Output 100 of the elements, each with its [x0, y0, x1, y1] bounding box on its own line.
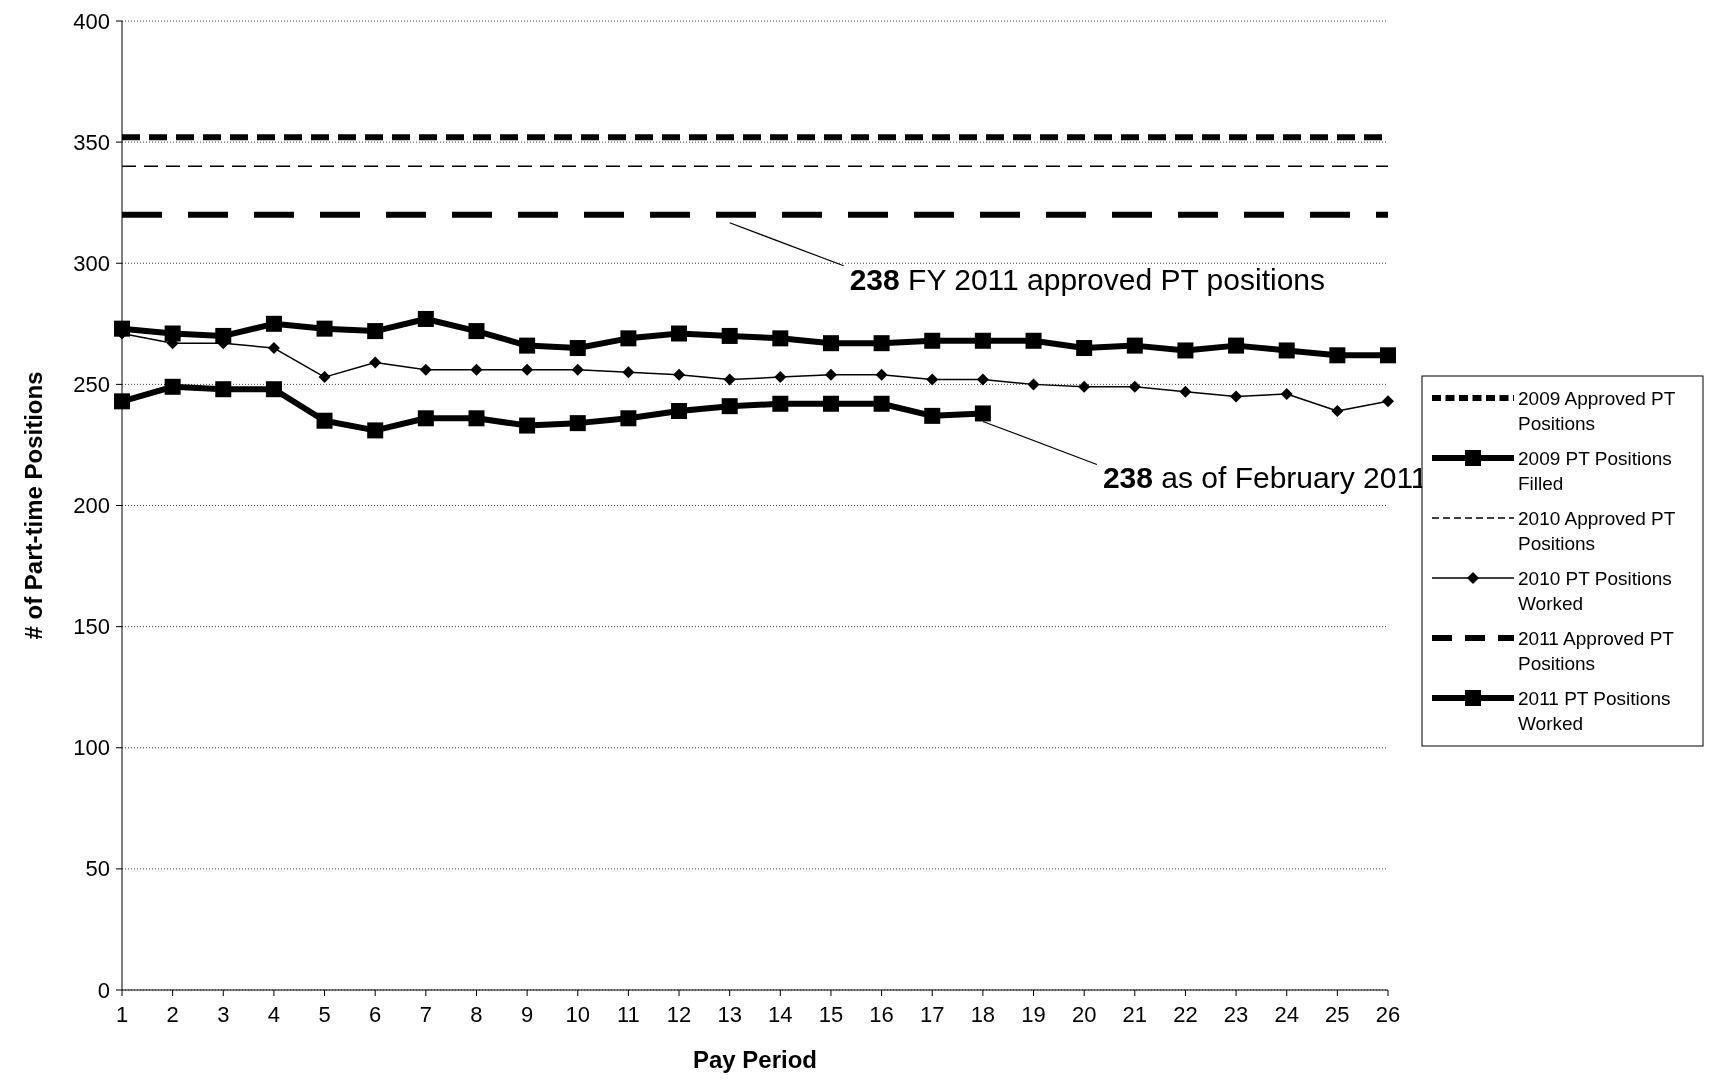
- point: [519, 417, 536, 434]
- x-tick-label: 23: [1223, 1002, 1249, 1027]
- x-tick-label: 18: [970, 1002, 996, 1027]
- point: [468, 410, 485, 427]
- point: [470, 363, 483, 376]
- legend-label: 2010 Approved PT Positions: [1518, 507, 1676, 554]
- point: [316, 412, 333, 429]
- x-tick-label: 11: [616, 1002, 640, 1027]
- point: [622, 366, 635, 379]
- point: [1331, 405, 1344, 418]
- x-tick-label: 25: [1325, 1002, 1350, 1027]
- y-tick-label: 200: [73, 493, 110, 518]
- point: [924, 407, 941, 424]
- point: [671, 325, 688, 342]
- y-axis-title: # of Part-time Positions: [20, 371, 47, 640]
- point: [1027, 378, 1040, 391]
- point: [673, 368, 686, 381]
- point: [1076, 340, 1093, 357]
- point: [114, 393, 130, 410]
- point: [316, 320, 333, 337]
- legend-label: 2010 PT Positions Worked: [1518, 567, 1672, 614]
- y-tick-label: 50: [85, 856, 110, 882]
- y-tick-label: 250: [73, 371, 110, 397]
- y-tick-label: 350: [73, 129, 110, 155]
- point: [1280, 388, 1293, 401]
- point: [671, 403, 688, 420]
- point: [824, 368, 837, 381]
- point: [822, 335, 839, 352]
- point: [924, 332, 941, 349]
- point: [318, 371, 331, 384]
- point: [1177, 342, 1194, 359]
- point: [417, 410, 434, 427]
- x-tick-label: 17: [920, 1002, 945, 1027]
- x-tick-label: 4: [267, 1002, 281, 1027]
- point: [265, 315, 282, 332]
- point: [1078, 380, 1091, 393]
- legend-label: 2009 PT Positions Filled: [1518, 447, 1672, 494]
- point: [569, 340, 586, 357]
- x-tick-label: 24: [1274, 1002, 1299, 1027]
- point: [265, 381, 282, 398]
- y-tick-label: 100: [73, 735, 110, 761]
- point: [1230, 390, 1243, 403]
- legend-label: 2011 PT Positions Worked: [1518, 687, 1671, 734]
- point: [1126, 337, 1143, 354]
- annotation: 238 FY 2011 approved PT positions: [849, 262, 1326, 296]
- point: [1278, 342, 1295, 359]
- y-tick-label: 150: [73, 614, 110, 640]
- point: [974, 405, 991, 422]
- point: [519, 337, 536, 354]
- x-tick-label: 8: [470, 1002, 483, 1027]
- x-axis-title: Pay Period: [692, 1046, 818, 1073]
- point: [369, 356, 382, 369]
- point: [926, 373, 939, 386]
- x-tick-label: 14: [768, 1002, 793, 1027]
- point: [875, 368, 888, 381]
- point: [772, 395, 789, 412]
- y-tick-label: 300: [73, 250, 110, 276]
- point: [772, 330, 789, 347]
- point: [367, 323, 384, 340]
- x-tick-label: 21: [1122, 1002, 1148, 1027]
- x-tick-label: 6: [369, 1002, 382, 1027]
- x-tick-label: 12: [666, 1002, 692, 1027]
- point: [1128, 380, 1141, 393]
- point: [721, 327, 738, 344]
- point: [974, 332, 991, 349]
- x-tick-label: 19: [1021, 1002, 1046, 1027]
- point: [873, 395, 890, 412]
- point: [774, 371, 787, 384]
- point: [620, 410, 637, 427]
- point: [571, 363, 584, 376]
- x-tick-label: 13: [717, 1002, 742, 1027]
- point: [419, 363, 432, 376]
- point: [822, 395, 839, 412]
- point: [1329, 347, 1346, 364]
- x-tick-label: 1: [115, 1002, 129, 1027]
- point: [215, 381, 232, 398]
- point: [721, 398, 738, 415]
- point: [723, 373, 736, 386]
- y-tick-label: 400: [73, 8, 110, 34]
- y-tick-label: 0: [97, 977, 110, 1003]
- x-tick-label: 22: [1173, 1002, 1198, 1027]
- point: [1025, 332, 1042, 349]
- point: [569, 415, 586, 432]
- x-tick-label: 3: [217, 1002, 230, 1027]
- point: [1179, 385, 1192, 398]
- legend-label: 2011 Approved PT Positions: [1518, 627, 1675, 674]
- x-tick-label: 5: [318, 1002, 331, 1027]
- x-tick-label: 15: [818, 1002, 844, 1027]
- x-tick-label: 16: [869, 1002, 894, 1027]
- legend-label: 2009 Approved PT Positions: [1518, 387, 1676, 434]
- x-tick-label: 26: [1375, 1002, 1401, 1027]
- point: [521, 363, 534, 376]
- x-tick-label: 9: [520, 1002, 534, 1027]
- point: [873, 335, 890, 352]
- point: [267, 342, 280, 355]
- point: [367, 422, 384, 439]
- x-tick-label: 10: [565, 1002, 590, 1027]
- point: [976, 373, 989, 386]
- point: [164, 378, 181, 395]
- x-tick-label: 7: [419, 1002, 432, 1027]
